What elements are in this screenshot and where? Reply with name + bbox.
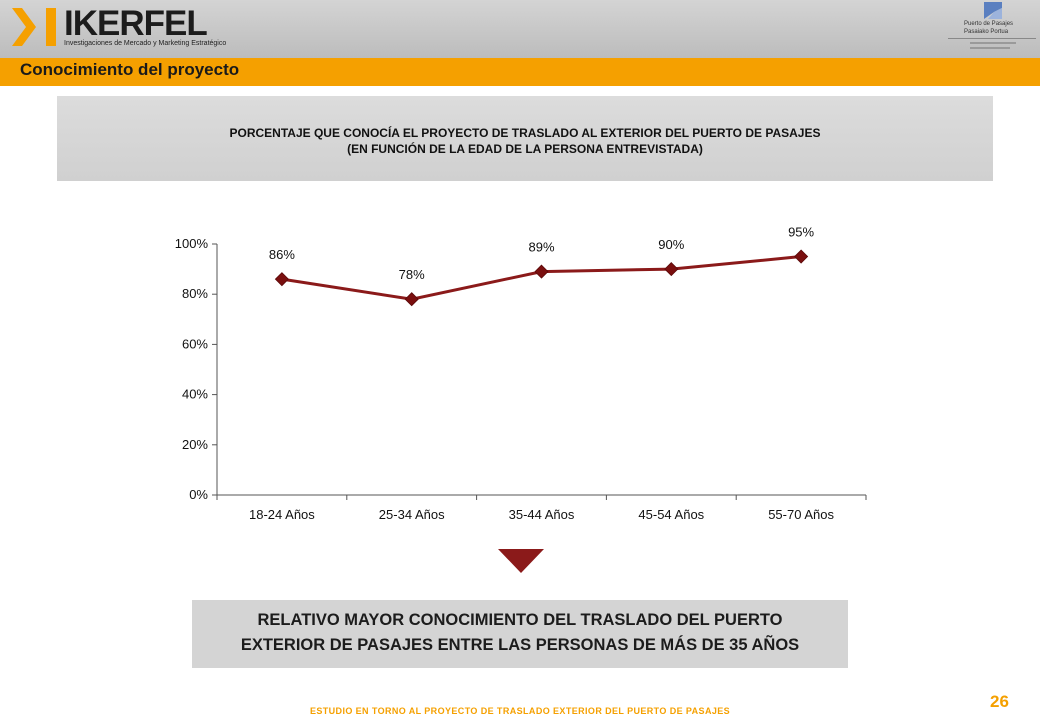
ikerfel-chevron-icon	[12, 8, 56, 46]
x-tick-label: 55-70 Años	[768, 507, 834, 522]
chart-title-line1: PORCENTAJE QUE CONOCÍA EL PROYECTO DE TR…	[229, 126, 821, 140]
section-bar: Conocimiento del proyecto	[0, 58, 1040, 86]
page-number: 26	[990, 692, 1009, 711]
ikerfel-logo-text: IKERFEL	[64, 4, 208, 43]
data-point	[274, 272, 289, 287]
y-tick-label: 80%	[182, 286, 208, 301]
section-title: Conocimiento del proyecto	[20, 60, 240, 79]
port-logo-rule	[948, 38, 1036, 39]
puerto-pasajes-logo: Puerto de Pasajes Pasaiako Portua	[948, 2, 1036, 54]
data-label: 89%	[528, 240, 554, 255]
chart-title-box: PORCENTAJE QUE CONOCÍA EL PROYECTO DE TR…	[57, 96, 993, 181]
data-point	[664, 262, 679, 277]
x-tick-label: 18-24 Años	[249, 507, 315, 522]
data-label: 95%	[788, 225, 814, 240]
down-arrow-icon	[498, 549, 544, 573]
x-tick-label: 45-54 Años	[638, 507, 704, 522]
data-point	[794, 249, 809, 264]
data-point	[404, 292, 419, 307]
data-point	[534, 264, 549, 279]
conclusion-box: RELATIVO MAYOR CONOCIMIENTO DEL TRASLADO…	[192, 600, 848, 668]
footer-text: ESTUDIO EN TORNO AL PROYECTO DE TRASLADO…	[309, 706, 731, 716]
ikerfel-logo-subtitle: Investigaciones de Mercado y Marketing E…	[64, 40, 227, 47]
port-emblem-icon	[984, 2, 1002, 19]
x-tick-label: 35-44 Años	[509, 507, 575, 522]
conclusion-line1: RELATIVO MAYOR CONOCIMIENTO DEL TRASLADO…	[257, 611, 783, 629]
data-label: 90%	[658, 237, 684, 252]
y-tick-label: 0%	[189, 487, 208, 502]
conclusion-line2: EXTERIOR DE PASAJES ENTRE LAS PERSONAS D…	[240, 636, 800, 654]
y-tick-label: 100%	[175, 236, 209, 251]
data-label: 78%	[399, 267, 425, 282]
y-tick-label: 40%	[182, 387, 208, 402]
y-tick-label: 60%	[182, 336, 208, 351]
header-bar: IKERFEL Investigaciones de Mercado y Mar…	[0, 0, 1040, 58]
port-logo-line1: Puerto de Pasajes	[964, 21, 1014, 27]
port-logo-fine-print	[970, 42, 1016, 44]
chart-title-line2: (EN FUNCIÓN DE LA EDAD DE LA PERSONA ENT…	[347, 142, 703, 156]
y-tick-label: 20%	[182, 437, 208, 452]
x-tick-label: 25-34 Años	[379, 507, 445, 522]
port-logo-line2: Pasaiako Portua	[964, 29, 1009, 35]
port-logo-fine-print	[970, 47, 1010, 49]
data-label: 86%	[269, 247, 295, 262]
